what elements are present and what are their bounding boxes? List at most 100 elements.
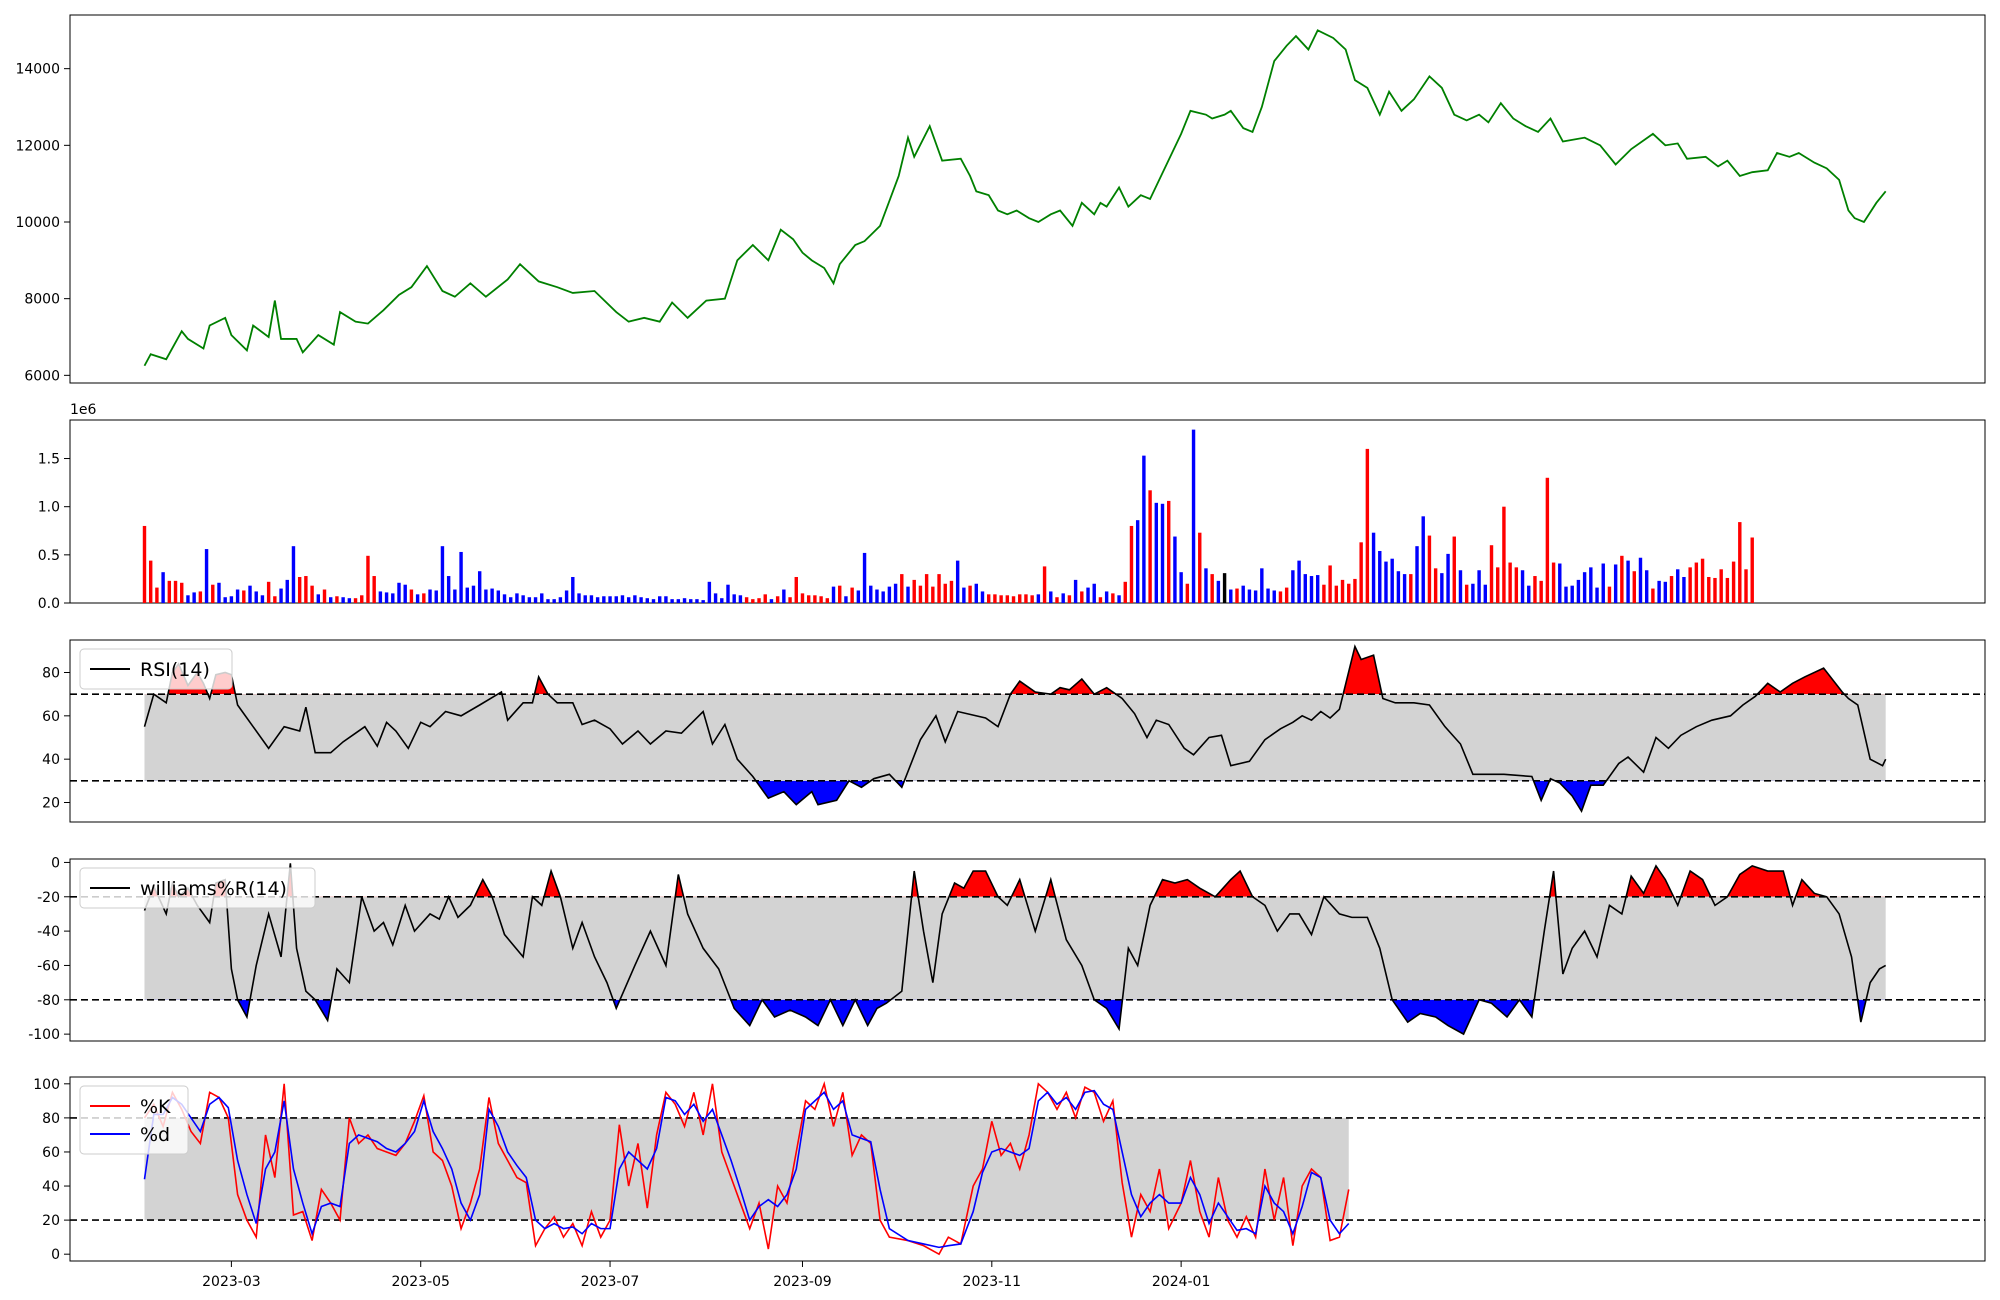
x-tick-label: 2023-03 — [202, 1274, 261, 1290]
volume-bar — [515, 593, 519, 603]
volume-bar — [1545, 477, 1550, 603]
volume-bar — [602, 596, 606, 603]
volume-bar — [869, 585, 873, 603]
volume-bar — [1253, 590, 1258, 603]
volume-bar — [540, 593, 544, 603]
volume-bar — [1676, 569, 1680, 603]
volume-bar — [229, 596, 234, 603]
volume-bar — [1247, 589, 1252, 603]
volume-bar — [583, 595, 587, 603]
volume-bar — [192, 592, 196, 603]
volume-bar — [1533, 576, 1537, 603]
volume-bar — [484, 589, 488, 603]
volume-bar — [217, 582, 221, 603]
y-tick-label: 0.5 — [38, 548, 60, 564]
volume-bar — [844, 596, 848, 603]
x-tick-label: 2023-07 — [581, 1274, 640, 1290]
volume-bar — [1402, 574, 1407, 603]
volume-bar — [788, 597, 792, 603]
y-tick-label: 80 — [42, 1111, 60, 1127]
volume-bar — [1527, 585, 1531, 603]
volume-bar — [1266, 588, 1270, 603]
volume-bar — [1117, 595, 1121, 603]
volume-bar — [707, 581, 712, 603]
volume-bar — [1260, 568, 1264, 603]
volume-bar — [633, 595, 637, 603]
rsi-line — [143, 644, 1887, 814]
y-tick-label: 40 — [42, 1179, 60, 1195]
x-tick-label: 2023-05 — [391, 1274, 450, 1290]
volume-bar — [434, 590, 438, 603]
volume-bar — [999, 595, 1003, 603]
volume-bar — [1191, 429, 1196, 603]
volume-bar — [546, 599, 550, 603]
volume-bar — [304, 576, 308, 603]
y-tick-label: 10000 — [15, 215, 60, 231]
volume-bar — [273, 596, 277, 603]
volume-bar — [1334, 585, 1339, 603]
legend-label: %d — [140, 1124, 170, 1146]
volume-bar — [1067, 595, 1072, 603]
williams-r-line — [143, 863, 1887, 1036]
volume-bar — [527, 597, 532, 603]
y-tick-label: 1.5 — [38, 452, 60, 468]
volume-bar — [1719, 569, 1723, 603]
volume-bar — [775, 596, 780, 603]
volume-bar — [316, 594, 321, 603]
volume-bar — [1520, 570, 1525, 603]
volume-bar — [1024, 594, 1028, 603]
volume-bar — [980, 591, 985, 603]
volume-bar — [1570, 585, 1574, 603]
y-tick-label: -100 — [28, 1027, 60, 1043]
volume-bar — [658, 596, 662, 603]
legend-box — [79, 867, 316, 909]
volume-panel: 0.0 0.5 1.0 1.5 1e6 — [38, 402, 1986, 612]
plot-frame — [69, 858, 1986, 1042]
volume-bar — [1458, 570, 1463, 603]
volume-bar — [831, 586, 836, 603]
y-tick-label: 12000 — [15, 138, 60, 154]
volume-bar — [173, 580, 178, 603]
volume-bar — [1725, 577, 1730, 603]
volume-bar — [403, 584, 407, 603]
volume-bar — [1452, 536, 1456, 603]
volume-bar — [794, 576, 798, 603]
volume-bar — [1638, 557, 1643, 603]
volume-bar — [198, 591, 203, 603]
volume-bar — [1303, 574, 1307, 603]
volume-bar — [477, 571, 482, 603]
volume-bar — [713, 593, 718, 603]
volume-bar — [235, 589, 240, 603]
volume-bar — [564, 590, 569, 603]
volume-bar — [1713, 577, 1717, 603]
volume-bar — [1291, 570, 1295, 603]
volume-bar — [1384, 561, 1388, 603]
volume-bar — [689, 599, 693, 603]
volume-bar — [993, 594, 997, 603]
volume-bar — [1744, 569, 1748, 603]
volume-bar — [1489, 545, 1494, 603]
volume-bar — [1210, 574, 1214, 603]
volume-bar — [1651, 588, 1655, 603]
volume-bar — [1148, 490, 1152, 603]
volume-bar — [211, 584, 215, 603]
volume-bar — [161, 572, 165, 603]
volume-bar — [1018, 594, 1022, 603]
neutral-band — [144, 694, 1886, 781]
volume-bar — [186, 595, 190, 603]
y-tick-label: 1.0 — [38, 500, 60, 516]
y-tick-label: 80 — [42, 666, 60, 682]
volume-bar — [1433, 568, 1438, 603]
volume-bar — [322, 589, 327, 603]
volume-bar — [682, 598, 687, 603]
volume-bar — [968, 585, 972, 603]
volume-bar — [490, 588, 494, 603]
volume-bar — [1272, 590, 1276, 603]
oversold-fill — [237, 999, 1867, 1035]
volume-bar — [142, 525, 147, 603]
volume-bar — [360, 595, 364, 603]
volume-bar — [1644, 570, 1649, 603]
volume-bar — [695, 599, 699, 603]
